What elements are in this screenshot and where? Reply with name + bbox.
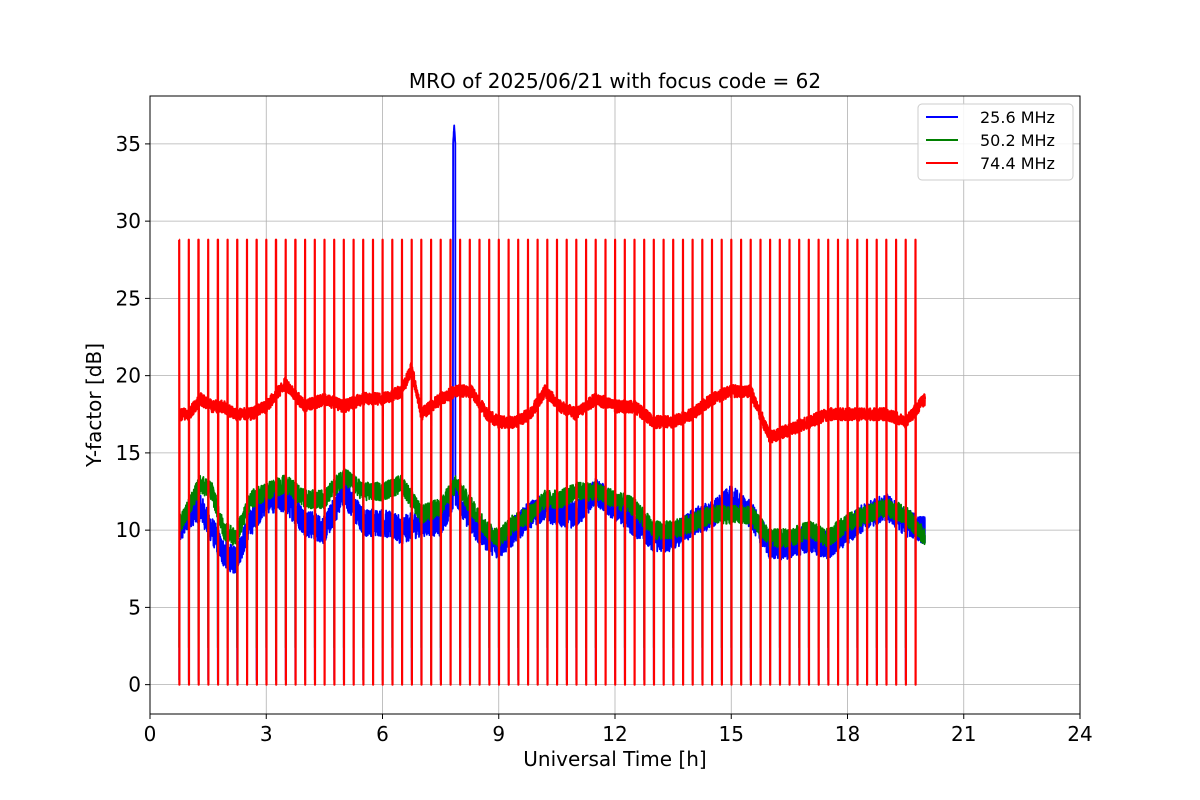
series-line	[178, 238, 926, 686]
series-line	[178, 124, 926, 681]
x-axis-label: Universal Time [h]	[523, 747, 706, 771]
x-tick-label: 9	[492, 722, 505, 746]
legend-box	[917, 103, 1074, 181]
x-tick-label: 24	[1067, 722, 1092, 746]
y-tick-label: 30	[116, 209, 141, 233]
x-tick-label: 3	[260, 722, 273, 746]
series-line	[178, 468, 926, 649]
x-tick-label: 15	[719, 722, 744, 746]
y-tick-label: 0	[128, 673, 141, 697]
legend-item-label: 74.4 MHz	[980, 154, 1055, 173]
legend-item-label: 25.6 MHz	[980, 108, 1055, 127]
x-tick-label: 18	[835, 722, 860, 746]
x-tick-label: 6	[376, 722, 389, 746]
x-tick-label: 21	[951, 722, 976, 746]
y-tick-label: 5	[128, 595, 141, 619]
chart-title: MRO of 2025/06/21 with focus code = 62	[409, 69, 821, 93]
y-tick-label: 15	[116, 441, 141, 465]
legend: 25.6 MHz 50.2 MHz 74.4 MHz	[917, 103, 1074, 181]
x-tick-label: 0	[144, 722, 157, 746]
x-tick-label: 12	[602, 722, 627, 746]
legend-item-label: 50.2 MHz	[980, 131, 1055, 150]
ticks: 0 3 6 9 12 15 18 21 24 0 5 10 15 20 25 30 35	[116, 132, 1093, 746]
y-tick-label: 10	[116, 518, 141, 542]
y-tick-label: 35	[116, 132, 141, 156]
y-tick-label: 25	[116, 286, 141, 310]
y-axis-label: Y-factor [dB]	[82, 343, 106, 468]
y-tick-label: 20	[116, 364, 141, 388]
plot-series	[178, 124, 926, 686]
